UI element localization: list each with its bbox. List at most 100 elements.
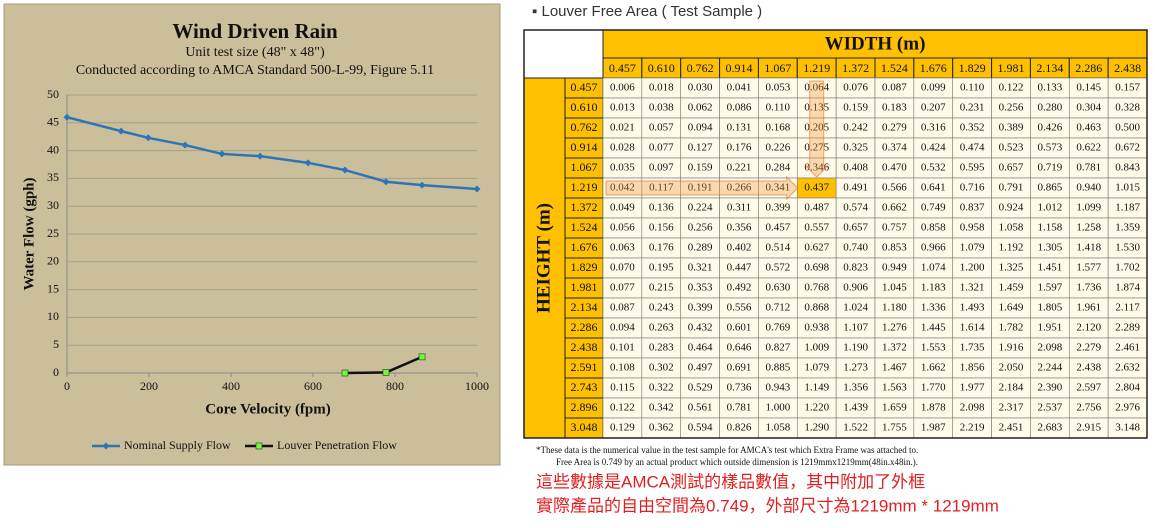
table-cell-text: 1.305 xyxy=(1037,242,1062,254)
table-cell-text: 0.094 xyxy=(610,322,635,334)
y-tick-label: 40 xyxy=(47,142,59,156)
table-cell-text: 1.012 xyxy=(1037,202,1062,214)
table-cell-text: 0.063 xyxy=(610,242,635,254)
column-label: 2.438 xyxy=(1114,61,1141,75)
table-cell-text: 0.474 xyxy=(960,142,985,154)
table-cell-text: 0.062 xyxy=(688,102,713,114)
table-cell-text: 0.641 xyxy=(921,182,946,194)
row-header: HEIGHT (m) xyxy=(533,203,554,313)
table-cell-text: 0.573 xyxy=(1037,142,1062,154)
table-cell-text: 1.079 xyxy=(804,362,829,374)
row-label: 2.896 xyxy=(571,400,598,414)
table-cell-text: 0.087 xyxy=(882,82,907,94)
table-cell-text: 2.050 xyxy=(999,362,1024,374)
row-label: 1.372 xyxy=(571,200,598,214)
note: *These data is the numerical value in th… xyxy=(536,445,918,455)
row-label: 0.762 xyxy=(571,120,598,134)
section-title-text: Louver Free Area ( Test Sample ) xyxy=(542,3,763,20)
table-cell-text: 1.074 xyxy=(921,262,946,274)
column-label: 0.914 xyxy=(726,61,753,75)
table-cell-text: 2.219 xyxy=(960,422,985,434)
marker xyxy=(255,442,263,450)
table-cell-text: 0.035 xyxy=(610,162,635,174)
table-cell-text: 0.352 xyxy=(960,122,985,134)
y-tick-label: 10 xyxy=(47,309,59,323)
marker xyxy=(117,127,125,135)
table-cell-text: 0.356 xyxy=(727,222,752,234)
table-cell-text: 0.316 xyxy=(921,122,946,134)
table-cell-text: 2.098 xyxy=(960,402,985,414)
table-cell-text: 0.168 xyxy=(765,122,790,134)
table-cell-text: 1.356 xyxy=(843,382,868,394)
table-cell-text: 1.770 xyxy=(921,382,946,394)
x-tick-label: 1000 xyxy=(465,379,489,393)
table-cell-text: 2.279 xyxy=(1076,342,1101,354)
table-corner xyxy=(523,29,604,79)
table-cell-text: 0.176 xyxy=(649,242,674,254)
y-tick-label: 5 xyxy=(53,337,59,351)
column-label: 1.067 xyxy=(764,61,791,75)
table-cell-text: 1.782 xyxy=(999,322,1024,334)
table-cell-text: 0.938 xyxy=(804,322,829,334)
table-cell-text: 0.601 xyxy=(727,322,752,334)
table-cell-text: 0.885 xyxy=(765,362,790,374)
table-cell-text: 0.077 xyxy=(649,142,674,154)
y-axis-label: Water Flow (gph) xyxy=(21,177,37,290)
table-cell-text: 0.018 xyxy=(649,82,674,94)
table-cell-text: 0.389 xyxy=(999,122,1024,134)
table-cell-text: 0.791 xyxy=(999,182,1024,194)
row-label: 2.286 xyxy=(571,320,598,334)
table-cell-text: 1.079 xyxy=(960,242,985,254)
table-cell-text: 0.858 xyxy=(921,222,946,234)
table-cell-text: 0.221 xyxy=(727,162,752,174)
table-cell-text: 0.853 xyxy=(882,242,907,254)
table-cell-text: 2.915 xyxy=(1076,422,1101,434)
table-cell-text: 1.192 xyxy=(999,242,1024,254)
table-cell-text: 2.317 xyxy=(999,402,1024,414)
row-label: 1.676 xyxy=(571,240,598,254)
table-cell-text: 2.390 xyxy=(1037,382,1062,394)
table-cell-text: 0.949 xyxy=(882,262,907,274)
table-cell-text: 0.906 xyxy=(843,282,868,294)
table-cell-text: 0.622 xyxy=(1076,142,1101,154)
table-cell-text: 1.180 xyxy=(882,302,907,314)
marker xyxy=(418,181,426,189)
table-cell-text: 0.740 xyxy=(843,242,868,254)
table-cell-text: 1.553 xyxy=(921,342,946,354)
table-cell-text: 0.243 xyxy=(649,302,674,314)
table-cell-text: 1.321 xyxy=(960,282,985,294)
table-cell-text: 1.659 xyxy=(882,402,907,414)
y-tick-label: 0 xyxy=(53,365,59,379)
y-tick-label: 15 xyxy=(47,281,59,295)
table-cell-text: 1.736 xyxy=(1076,282,1101,294)
table-cell-text: 0.556 xyxy=(727,302,752,314)
table-cell-text: 0.491 xyxy=(843,182,868,194)
table-cell-text: 1.493 xyxy=(960,302,985,314)
table-cell-text: 0.226 xyxy=(765,142,790,154)
table-cell-text: 1.951 xyxy=(1037,322,1062,334)
table-cell-text: 1.336 xyxy=(921,302,946,314)
table-cell-text: 0.719 xyxy=(1037,162,1062,174)
table-cell-text: 0.662 xyxy=(882,202,907,214)
table-cell-text: 0.402 xyxy=(727,242,752,254)
table-cell-text: 0.868 xyxy=(804,302,829,314)
table-cell-text: 0.110 xyxy=(960,82,985,94)
table-cell-text: 2.756 xyxy=(1076,402,1101,414)
table-cell-text: 0.322 xyxy=(649,382,674,394)
table-cell-text: 0.049 xyxy=(610,202,635,214)
table-cell-text: 2.451 xyxy=(999,422,1024,434)
table-cell-text: 0.426 xyxy=(1037,122,1062,134)
table-cell-text: 0.342 xyxy=(649,402,674,414)
row-label: 3.048 xyxy=(571,420,598,434)
table-cell-text: 0.127 xyxy=(688,142,713,154)
table-cell-text: 0.099 xyxy=(921,82,946,94)
table-cell-text: 1.916 xyxy=(999,342,1024,354)
table-cell-text: 1.183 xyxy=(921,282,946,294)
table-cell-text: 0.283 xyxy=(649,342,674,354)
column-label: 0.762 xyxy=(687,61,714,75)
marker xyxy=(382,178,390,186)
table-cell-text: 1.977 xyxy=(960,382,985,394)
table-cell-text: 3.148 xyxy=(1115,422,1140,434)
table-cell-text: 0.266 xyxy=(727,182,752,194)
